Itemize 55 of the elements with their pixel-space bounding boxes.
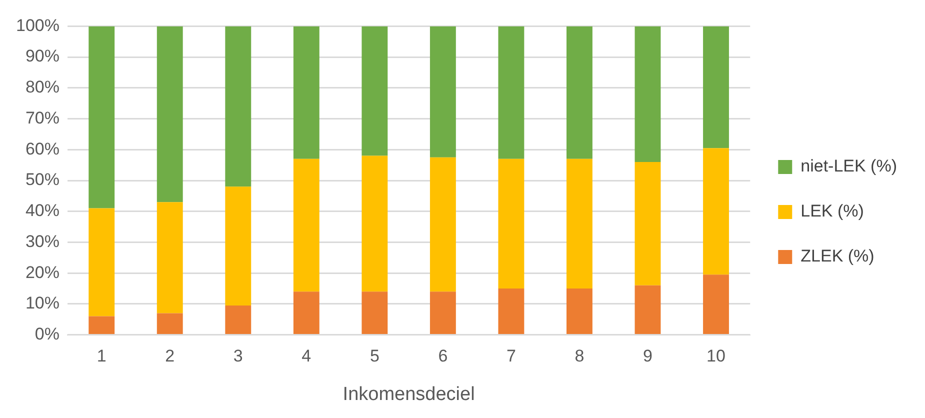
bar: [225, 305, 252, 334]
bar: [88, 26, 115, 208]
bar: [293, 26, 320, 159]
x-tick-label: 4: [302, 346, 312, 366]
bar: [498, 26, 524, 159]
bar: [703, 274, 729, 334]
x-tick-label: 2: [165, 346, 175, 366]
x-tick-label: 10: [706, 346, 726, 366]
x-tick-label: 7: [506, 346, 516, 366]
y-tick-label: 20%: [25, 262, 60, 282]
y-tick-label: 10%: [25, 294, 60, 313]
y-tick-label: 40%: [25, 201, 60, 220]
y-tick-label: 90%: [25, 46, 60, 66]
x-tick-label: 8: [574, 346, 584, 366]
bar: [362, 26, 388, 156]
bar: [634, 162, 661, 286]
x-tick-label: 5: [370, 346, 380, 366]
bar: [156, 202, 183, 314]
bar: [498, 288, 524, 334]
y-tick-label: 60%: [25, 139, 60, 158]
x-tick-label: 1: [96, 346, 106, 366]
bar: [498, 158, 524, 289]
y-tick-label: 30%: [25, 232, 60, 251]
bar: [88, 316, 115, 334]
bar: [156, 313, 183, 334]
x-axis-title: Inkomensdeciel: [342, 384, 475, 405]
bar: [362, 292, 388, 334]
y-tick-label: 100%: [16, 16, 60, 35]
bar: [225, 186, 252, 306]
bar: [703, 26, 729, 148]
y-tick-label: 50%: [25, 170, 60, 190]
bar: [566, 288, 592, 334]
y-tick-label: 70%: [25, 108, 60, 128]
bar: [634, 26, 661, 162]
legend-label: ZLEK (%): [800, 246, 874, 266]
bar: [225, 26, 252, 187]
bar: [566, 26, 592, 159]
legend-label: niet-LEK (%): [800, 156, 898, 176]
bar: [88, 208, 115, 316]
bar: [566, 158, 592, 289]
x-tick-label: 9: [643, 346, 652, 366]
bar: [293, 292, 320, 334]
bar: [156, 26, 183, 202]
bar: [703, 148, 729, 275]
bar: [430, 292, 456, 334]
bar: [430, 26, 456, 158]
x-tick-label: 3: [233, 346, 243, 366]
bar: [634, 285, 661, 334]
x-tick-label: 6: [438, 346, 448, 366]
bar: [293, 158, 320, 292]
y-tick-label: 80%: [25, 78, 60, 97]
y-tick-label: 0%: [34, 324, 60, 344]
legend-label: LEK (%): [800, 202, 864, 221]
bar: [362, 156, 388, 292]
bar: [430, 157, 456, 292]
